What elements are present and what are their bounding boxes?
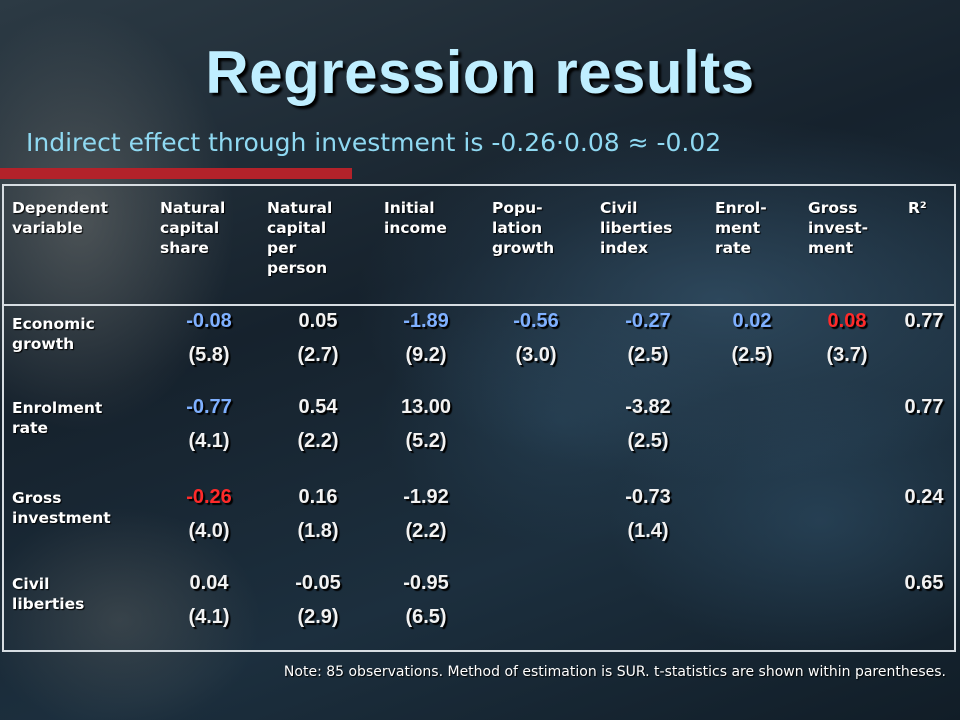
t-statistic-cell: (4.1) xyxy=(188,430,230,452)
t-statistic-cell: (2.5) xyxy=(627,430,669,452)
table-note: Note: 85 observations. Method of estimat… xyxy=(283,664,946,680)
row-label-enrolment-rate: Enrolment rate xyxy=(12,399,103,437)
coefficient-cell: -1.92 xyxy=(403,486,449,508)
header-gross-investment: Gross invest- ment xyxy=(808,199,869,257)
coefficient-cell: 0.54 xyxy=(298,396,338,418)
header-r-squared: R² xyxy=(908,199,927,217)
header-population-growth: Popu- lation growth xyxy=(492,199,555,257)
coefficient-cell: 0.77 xyxy=(904,396,944,418)
coefficient-cell: -3.82 xyxy=(625,396,671,418)
coefficient-cell: 0.02 xyxy=(732,310,772,332)
t-statistic-cell: (4.0) xyxy=(188,520,230,542)
coefficient-cell: 13.00 xyxy=(400,396,452,418)
slide-subtitle: Indirect effect through investment is -0… xyxy=(26,128,722,157)
header-natural-capital-share: Natural capital share xyxy=(160,199,226,257)
coefficient-cell: 0.16 xyxy=(298,486,338,508)
t-statistic-cell: (3.7) xyxy=(826,344,868,366)
t-statistic-cell: (1.8) xyxy=(297,520,339,542)
header-civil-liberties-index: Civil liberties index xyxy=(600,199,673,257)
t-statistic-cell: (5.8) xyxy=(188,344,230,366)
coefficient-cell: -0.73 xyxy=(625,486,671,508)
coefficient-cell: 0.04 xyxy=(189,572,229,594)
row-label-civil-liberties: Civil liberties xyxy=(12,575,85,613)
coefficient-cell: -0.56 xyxy=(513,310,559,332)
regression-table: Dependent variable Natural capital share… xyxy=(2,184,956,652)
coefficient-cell: -1.89 xyxy=(403,310,449,332)
header-natural-capital-per-person: Natural capital per person xyxy=(267,199,333,277)
t-statistic-cell: (2.5) xyxy=(731,344,773,366)
row-label-gross-investment: Gross investment xyxy=(12,489,111,527)
coefficient-cell: 0.05 xyxy=(298,310,338,332)
t-statistic-cell: (2.2) xyxy=(297,430,339,452)
t-statistic-cell: (1.4) xyxy=(627,520,669,542)
coefficient-cell: -0.27 xyxy=(625,310,671,332)
header-dependent-variable: Dependent variable xyxy=(12,199,109,237)
coefficient-cell: -0.05 xyxy=(295,572,341,594)
coefficient-cell: -0.95 xyxy=(403,572,449,594)
slide-title: Regression results xyxy=(205,39,755,106)
t-statistic-cell: (2.7) xyxy=(297,344,339,366)
coefficient-cell: -0.26 xyxy=(186,486,232,508)
accent-bar xyxy=(0,168,352,179)
coefficient-cell: -0.08 xyxy=(186,310,232,332)
header-enrolment-rate: Enrol- ment rate xyxy=(715,199,767,257)
t-statistic-cell: (2.5) xyxy=(627,344,669,366)
table-header-row: Dependent variable Natural capital share… xyxy=(4,186,954,306)
t-statistic-cell: (5.2) xyxy=(405,430,447,452)
t-statistic-cell: (2.9) xyxy=(297,606,339,628)
row-label-economic-growth: Economic growth xyxy=(12,315,95,353)
coefficient-cell: 0.77 xyxy=(904,310,944,332)
header-initial-income: Initial income xyxy=(384,199,447,237)
coefficient-cell: 0.08 xyxy=(827,310,867,332)
t-statistic-cell: (4.1) xyxy=(188,606,230,628)
t-statistic-cell: (3.0) xyxy=(515,344,557,366)
coefficient-cell: -0.77 xyxy=(186,396,232,418)
t-statistic-cell: (2.2) xyxy=(405,520,447,542)
coefficient-cell: 0.65 xyxy=(904,572,944,594)
coefficient-cell: 0.24 xyxy=(904,486,944,508)
t-statistic-cell: (9.2) xyxy=(405,344,447,366)
t-statistic-cell: (6.5) xyxy=(405,606,447,628)
